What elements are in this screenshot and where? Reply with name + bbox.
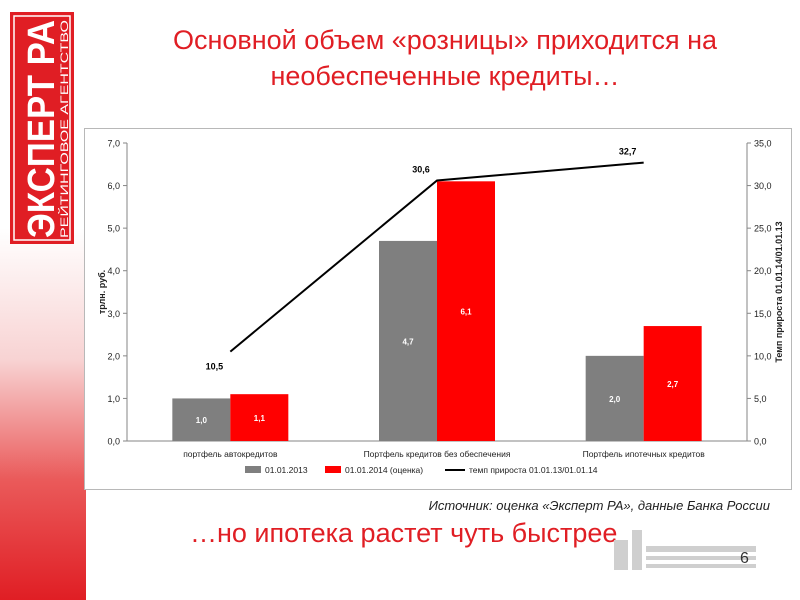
legend-label: темп прироста 01.01.13/01.01.14 <box>469 465 598 475</box>
bar-data-label: 4,7 <box>402 337 414 346</box>
right-tick-label: 30,0 <box>754 181 772 191</box>
category-label: Портфель ипотечных кредитов <box>583 449 706 459</box>
bar-data-label: 2,0 <box>609 395 621 404</box>
slide-title: Основной объем «розницы» приходится на н… <box>172 25 718 91</box>
right-tick-label: 35,0 <box>754 139 772 149</box>
bar-data-label: 2,7 <box>667 380 679 389</box>
svg-text:РЕЙТИНГОВОЕ АГЕНТСТВО: РЕЙТИНГОВОЕ АГЕНТСТВО <box>58 19 71 238</box>
right-tick-label: 15,0 <box>754 309 772 319</box>
right-tick-label: 5,0 <box>754 394 767 404</box>
building-decoration-icon <box>614 530 756 570</box>
left-tick-label: 6,0 <box>107 181 120 191</box>
category-label: портфель автокредитов <box>183 449 278 459</box>
expert-ra-logo: ЭКСПЕРТ РА РЕЙТИНГОВОЕ АГЕНТСТВО <box>10 12 74 244</box>
legend-swatch <box>325 466 341 473</box>
page-number: 6 <box>740 550 749 567</box>
right-tick-label: 20,0 <box>754 266 772 276</box>
left-tick-label: 5,0 <box>107 224 120 234</box>
left-tick-label: 3,0 <box>107 309 120 319</box>
bar-data-label: 6,1 <box>460 308 472 317</box>
legend-label: 01.01.2013 <box>265 465 308 475</box>
bar-2014 <box>643 326 702 441</box>
growth-rate-line <box>229 161 644 353</box>
category-label: Портфель кредитов без обеспечения <box>364 449 511 459</box>
y-axis-title: трлн. руб. <box>97 270 107 314</box>
growth-rate-label: 30,6 <box>412 164 430 174</box>
chart-frame: 0,0 1,0 2,0 3,0 4,0 5,0 6,0 7,0 0,0 5,0 10,0 15,0 20… <box>84 128 792 490</box>
right-tick-label: 0,0 <box>754 437 767 447</box>
svg-text:ЭКСПЕРТ РА: ЭКСПЕРТ РА <box>21 20 63 238</box>
bar-2013 <box>172 398 231 441</box>
legend-label: 01.01.2014 (оценка) <box>345 465 423 475</box>
y-axis-right-title: Темп прироста 01.01.14/01.01.13 <box>774 221 784 362</box>
bar-2013 <box>379 240 437 441</box>
left-tick-label: 2,0 <box>107 351 120 361</box>
left-tick-label: 0,0 <box>107 437 120 447</box>
left-tick-label: 7,0 <box>107 139 120 149</box>
growth-rate-label: 32,7 <box>619 147 637 157</box>
growth-rate-label: 10,5 <box>206 362 224 372</box>
left-tick-label: 4,0 <box>107 266 120 276</box>
right-tick-label: 10,0 <box>754 351 772 361</box>
source-note: Источник: оценка «Эксперт РА», данные Ба… <box>428 498 770 513</box>
bar-2013 <box>585 355 644 441</box>
bar-line-chart: 0,0 1,0 2,0 3,0 4,0 5,0 6,0 7,0 0,0 5,0 10,0 15,0 20… <box>97 139 784 476</box>
bar-data-label: 1,1 <box>254 414 266 423</box>
bar-data-label: 1,0 <box>196 416 208 425</box>
left-tick-label: 1,0 <box>107 394 120 404</box>
right-tick-label: 25,0 <box>754 224 772 234</box>
bar-2014 <box>230 394 289 441</box>
slide-subtitle: …но ипотека растет чуть быстрее <box>190 518 618 548</box>
bar-2014 <box>437 181 495 442</box>
legend-swatch <box>245 466 261 473</box>
